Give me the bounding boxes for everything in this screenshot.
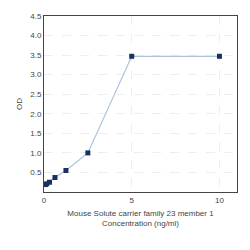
- svg-text:1.0: 1.0: [30, 149, 42, 158]
- svg-text:4.5: 4.5: [30, 12, 42, 21]
- svg-text:0: 0: [42, 196, 47, 205]
- svg-text:Mouse Solute carrier family 23: Mouse Solute carrier family 23 member 1C…: [67, 209, 214, 228]
- svg-text:5: 5: [130, 196, 135, 205]
- svg-text:10: 10: [215, 196, 224, 205]
- svg-text:4.0: 4.0: [30, 31, 42, 40]
- svg-text:2.5: 2.5: [30, 90, 42, 99]
- svg-text:1.5: 1.5: [30, 129, 42, 138]
- svg-text:0.5: 0.5: [30, 168, 42, 177]
- svg-text:OD: OD: [15, 98, 24, 110]
- svg-text:3.0: 3.0: [30, 70, 42, 79]
- svg-text:3.5: 3.5: [30, 51, 42, 60]
- svg-text:2.0: 2.0: [30, 110, 42, 119]
